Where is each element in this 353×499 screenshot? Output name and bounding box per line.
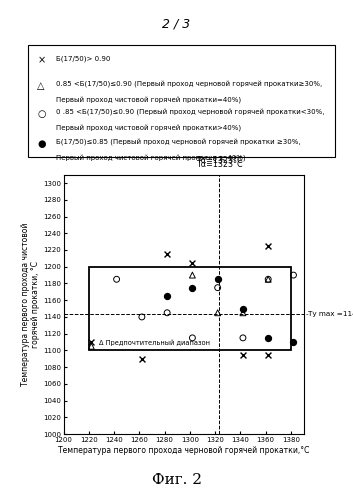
Point [215,309,221,317]
Text: ×: × [37,55,46,65]
Point [265,242,271,250]
Point [291,338,296,346]
Text: Tα=1323°C: Tα=1323°C [196,156,242,165]
Point [265,275,271,283]
Point [215,275,221,283]
Bar [89,267,291,350]
Point [291,271,296,279]
Point [265,334,271,342]
Text: 0.85 <Б(17/50)≤0.90 (Первый проход черновой горячей прокатки≥30%,: 0.85 <Б(17/50)≤0.90 (Первый проход черно… [56,81,322,88]
Text: ●: ● [37,139,46,149]
Text: 0 .85 <Б(17/50)≤0.90 (Первый проход черновой горячей прокатки<30%,: 0 .85 <Б(17/50)≤0.90 (Первый проход черн… [56,109,324,116]
Point [89,338,94,346]
Point [215,283,221,291]
Point [89,342,94,350]
Text: Δ Предпочтительный диапазон: Δ Предпочтительный диапазон [99,340,210,346]
Text: Первый проход чистовой горячей прокатки>40%): Первый проход чистовой горячей прокатки>… [56,125,241,132]
Text: Первый проход чистовой горячей прокатки ≥ 40%): Первый проход чистовой горячей прокатки … [56,155,245,162]
Point [240,309,246,317]
Y-axis label: Температура первого прохода чистовой
горячей прокатки, °С: Температура первого прохода чистовой гор… [20,223,40,386]
Point [139,355,145,363]
Text: Первый проход чистовой горячей прокатки=40%): Первый проход чистовой горячей прокатки=… [56,97,241,104]
Point [190,258,195,266]
Point [240,334,246,342]
Text: -Tу max =1144°C: -Tу max =1144°C [306,310,353,317]
Point [265,275,271,283]
X-axis label: Температура первого прохода черновой горячей прокатки,°С: Температура первого прохода черновой гор… [58,446,309,455]
Text: Б(17/50)> 0.90: Б(17/50)> 0.90 [56,55,110,61]
Point [265,351,271,359]
Text: 2 / 3: 2 / 3 [162,17,191,30]
Point [164,292,170,300]
Point [164,250,170,258]
Text: ○: ○ [37,109,46,119]
Point [164,309,170,317]
Text: Фиг. 2: Фиг. 2 [151,473,202,487]
Text: Tα=1323°C: Tα=1323°C [196,160,242,169]
Point [240,304,246,312]
Text: Б(17/50)≤0.85 (Первый проход черновой горячей прокатки ≥30%,: Б(17/50)≤0.85 (Первый проход черновой го… [56,139,300,146]
Point [190,334,195,342]
Point [240,351,246,359]
Point [114,275,119,283]
Text: △: △ [37,81,45,91]
Point [190,283,195,291]
Point [139,313,145,321]
Point [190,271,195,279]
